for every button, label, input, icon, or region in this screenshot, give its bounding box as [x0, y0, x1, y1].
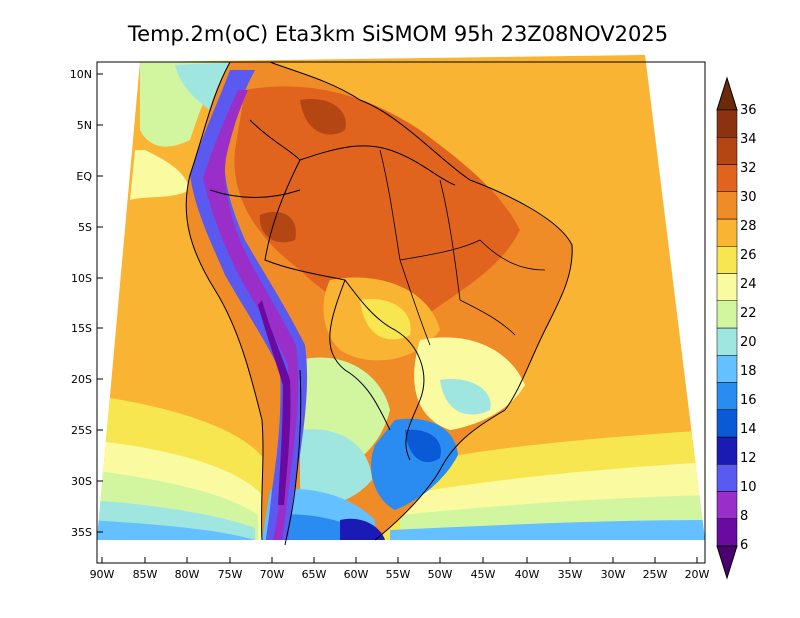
- lon-label: 90W: [90, 568, 115, 581]
- colorbar-label: 8: [740, 509, 748, 524]
- latitude-labels: 10N 5N EQ 5S 10S 15S 20S 25S 30S 35S: [70, 68, 93, 539]
- lat-label: 10N: [70, 68, 92, 81]
- lon-label: 85W: [133, 568, 158, 581]
- lat-label: 5S: [78, 221, 92, 234]
- rio-de-la-plata-cool-patch: [340, 518, 385, 540]
- colorbar-segment: [716, 464, 738, 492]
- pampas-20-region: [300, 429, 372, 505]
- lat-label: 5N: [77, 119, 92, 132]
- southeast-brazil-20-region: [440, 379, 491, 415]
- south-brazil-16-patch: [405, 429, 441, 463]
- colorbar-segment: [716, 109, 738, 138]
- central-brazil-26-patch: [360, 299, 411, 340]
- colorbar-segment: [716, 218, 738, 247]
- temperature-field: [97, 55, 705, 540]
- lon-label: 65W: [302, 568, 327, 581]
- colorbar-segment: [716, 300, 738, 329]
- colorbar-segment: [716, 518, 738, 547]
- colorbar-label: 16: [740, 393, 757, 408]
- colorbar-label: 36: [740, 103, 757, 118]
- caribbean-cool-patch: [175, 62, 235, 110]
- lat-label: EQ: [76, 170, 92, 183]
- colorbar-segment: [716, 409, 738, 438]
- lat-label: 35S: [71, 526, 92, 539]
- axis-ticks: [97, 73, 698, 563]
- south-america-coastline: [185, 61, 573, 541]
- brazil-state-lines: [379, 149, 546, 346]
- lon-label: 70W: [260, 568, 285, 581]
- lon-label: 40W: [515, 568, 540, 581]
- colorbar-segment: [716, 137, 738, 165]
- lon-label: 30W: [601, 568, 626, 581]
- colorbar-label: 20: [740, 335, 757, 350]
- colorbar: 36 34 32 30 28 26 24 22 20 18 16 14 12 1…: [716, 76, 757, 580]
- colorbar-label: 32: [740, 161, 757, 176]
- colorbar-top-arrow: [716, 76, 738, 111]
- colorbar-label: 26: [740, 248, 757, 263]
- lon-label: 60W: [344, 568, 369, 581]
- colorbar-segment: [716, 327, 738, 356]
- colorbar-label: 30: [740, 190, 757, 205]
- lat-label: 25S: [71, 424, 92, 437]
- colorbar-segment: [716, 382, 738, 410]
- map-title: Temp.2m(oC) Eta3km SiSMOM 95h 23Z08NOV20…: [127, 22, 668, 46]
- colorbar-label: 22: [740, 306, 757, 321]
- lat-label: 15S: [71, 322, 92, 335]
- colorbar-segment: [716, 246, 738, 274]
- lon-label: 25W: [643, 568, 668, 581]
- colorbar-label: 6: [740, 538, 748, 553]
- lon-label: 35W: [558, 568, 583, 581]
- brazil-border: [264, 145, 456, 461]
- colorbar-segment: [716, 273, 738, 301]
- colorbar-label: 24: [740, 277, 757, 292]
- longitude-labels: 90W 85W 80W 75W 70W 65W 60W 55W 50W 45W …: [90, 568, 710, 581]
- colorbar-segment: [716, 191, 738, 220]
- lat-label: 30S: [71, 475, 92, 488]
- peru-colombia-border: [209, 119, 301, 198]
- amazon-hot-spot-1: [300, 99, 346, 135]
- colorbar-label: 12: [740, 451, 757, 466]
- amazon-warm-core: [234, 86, 520, 322]
- pacific-north-24-patch: [130, 150, 190, 200]
- lat-label: 10S: [71, 272, 92, 285]
- colorbar-labels: 36 34 32 30 28 26 24 22 20 18 16 14 12 1…: [740, 103, 757, 553]
- map-frame-border: [96, 61, 706, 564]
- andes-cold-ridge-inner: [203, 90, 299, 540]
- argentina-chile-border: [284, 369, 302, 546]
- lon-label: 80W: [175, 568, 200, 581]
- amazon-hot-spot-2: [259, 211, 296, 243]
- colorbar-segment: [716, 436, 738, 465]
- lat-label: 20S: [71, 373, 92, 386]
- political-boundaries: [185, 61, 573, 546]
- colorbar-label: 28: [740, 219, 757, 234]
- colorbar-segments: [716, 109, 738, 547]
- colorbar-segment: [716, 164, 738, 192]
- colorbar-label: 14: [740, 422, 757, 437]
- ocean-south-18-band: [97, 520, 255, 540]
- colorbar-bottom-arrow: [716, 545, 738, 580]
- atlantic-south-18-band: [390, 520, 705, 540]
- andes-coldest-core: [258, 300, 291, 505]
- colorbar-label: 18: [740, 364, 757, 379]
- lon-label: 45W: [471, 568, 496, 581]
- lon-label: 50W: [428, 568, 453, 581]
- colorbar-label: 10: [740, 480, 757, 495]
- lon-label: 55W: [386, 568, 411, 581]
- colorbar-segment: [716, 491, 738, 519]
- colorbar-segment: [716, 355, 738, 383]
- lon-label: 75W: [218, 568, 243, 581]
- colorbar-label: 34: [740, 132, 757, 147]
- lon-label: 20W: [685, 568, 710, 581]
- atlantic-tropical-28-patch: [360, 55, 665, 234]
- bolivia-paraguay-border: [329, 279, 391, 431]
